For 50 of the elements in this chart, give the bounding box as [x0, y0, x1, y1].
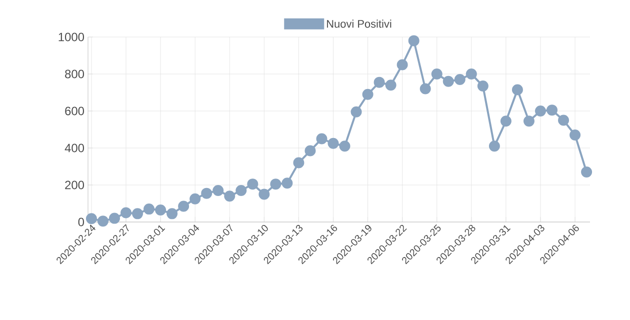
- point: [86, 213, 97, 224]
- y-tick-label: 1000: [58, 32, 84, 42]
- point: [362, 88, 374, 100]
- point: [166, 208, 178, 220]
- point: [488, 140, 500, 152]
- point: [144, 204, 155, 215]
- point: [385, 80, 396, 91]
- point: [512, 84, 523, 96]
- point: [316, 133, 328, 144]
- point: [201, 188, 212, 199]
- point: [120, 207, 132, 218]
- point: [236, 185, 247, 196]
- legend-label: Nuovi Positivi: [327, 20, 392, 28]
- point: [523, 116, 534, 127]
- y-tick-label: 0: [78, 218, 84, 226]
- point: [108, 212, 120, 224]
- point: [558, 114, 570, 126]
- point: [282, 178, 293, 189]
- point: [304, 145, 316, 156]
- y-tick-label: 600: [65, 106, 84, 116]
- point: [328, 138, 339, 149]
- point: [500, 116, 512, 127]
- point: [155, 204, 166, 216]
- point: [454, 74, 466, 86]
- point: [477, 80, 488, 92]
- point: [190, 193, 201, 204]
- point: [339, 140, 350, 152]
- point: [570, 130, 581, 141]
- point: [420, 83, 431, 94]
- point: [442, 76, 454, 87]
- point: [466, 68, 477, 80]
- point: [212, 185, 224, 196]
- point: [374, 76, 385, 88]
- point: [258, 188, 270, 200]
- y-tick-label: 400: [64, 144, 84, 152]
- point: [534, 105, 546, 116]
- point: [396, 59, 408, 70]
- y-tick-label: 200: [65, 180, 84, 190]
- y-tick-label: 800: [65, 70, 84, 78]
- point: [408, 35, 420, 46]
- point: [546, 104, 558, 116]
- point: [350, 106, 362, 118]
- point: [581, 166, 592, 178]
- point: [224, 190, 236, 202]
- point: [178, 200, 190, 212]
- point: [247, 178, 258, 190]
- point: [431, 68, 442, 80]
- point: [270, 178, 282, 190]
- point: [293, 157, 304, 168]
- point: [132, 208, 144, 220]
